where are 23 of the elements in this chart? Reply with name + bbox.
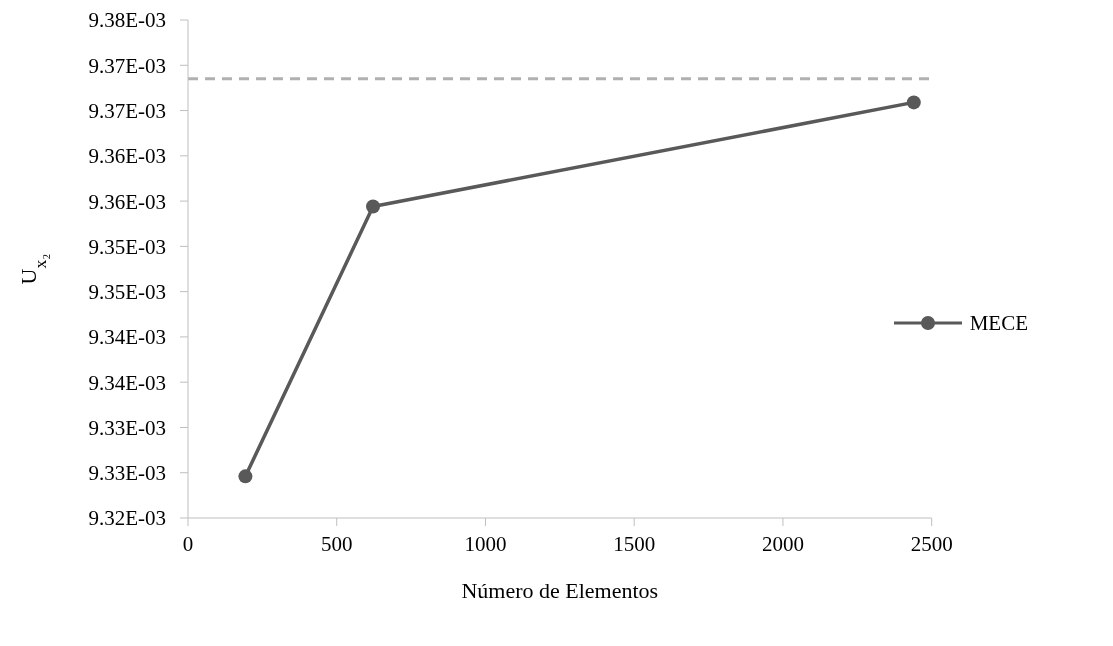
y-tick-label: 9.34E-03 [88, 325, 166, 350]
y-tick-label: 9.38E-03 [88, 8, 166, 33]
x-tick-label: 500 [320, 531, 353, 556]
x-tick-label: 1000 [464, 531, 507, 556]
x-tick-label: 2500 [910, 531, 953, 556]
y-tick-label: 9.33E-03 [88, 415, 166, 440]
x-tick-label: 2000 [761, 531, 804, 556]
x-axis-title: Número de Elementos [461, 578, 659, 603]
point [366, 199, 381, 214]
y-tick-label: 9.37E-03 [88, 99, 166, 123]
point [906, 95, 921, 110]
y-tick-label: 9.34E-03 [88, 370, 166, 395]
point [238, 469, 253, 484]
x-tick-label: 1500 [613, 531, 656, 556]
legend-label: MECE [969, 310, 1028, 336]
x-tick-label: 0 [182, 531, 194, 556]
y-tick-label: 9.32E-03 [88, 506, 166, 531]
y-tick-label: 9.36E-03 [88, 144, 166, 169]
y-tick-label: 9.35E-03 [88, 234, 166, 259]
y-tick-label: 9.33E-03 [88, 461, 166, 486]
y-tick-label: 9.36E-03 [88, 189, 166, 214]
y-tick-label: 9.37E-03 [88, 53, 166, 78]
y-tick-label: 9.35E-03 [88, 280, 166, 305]
